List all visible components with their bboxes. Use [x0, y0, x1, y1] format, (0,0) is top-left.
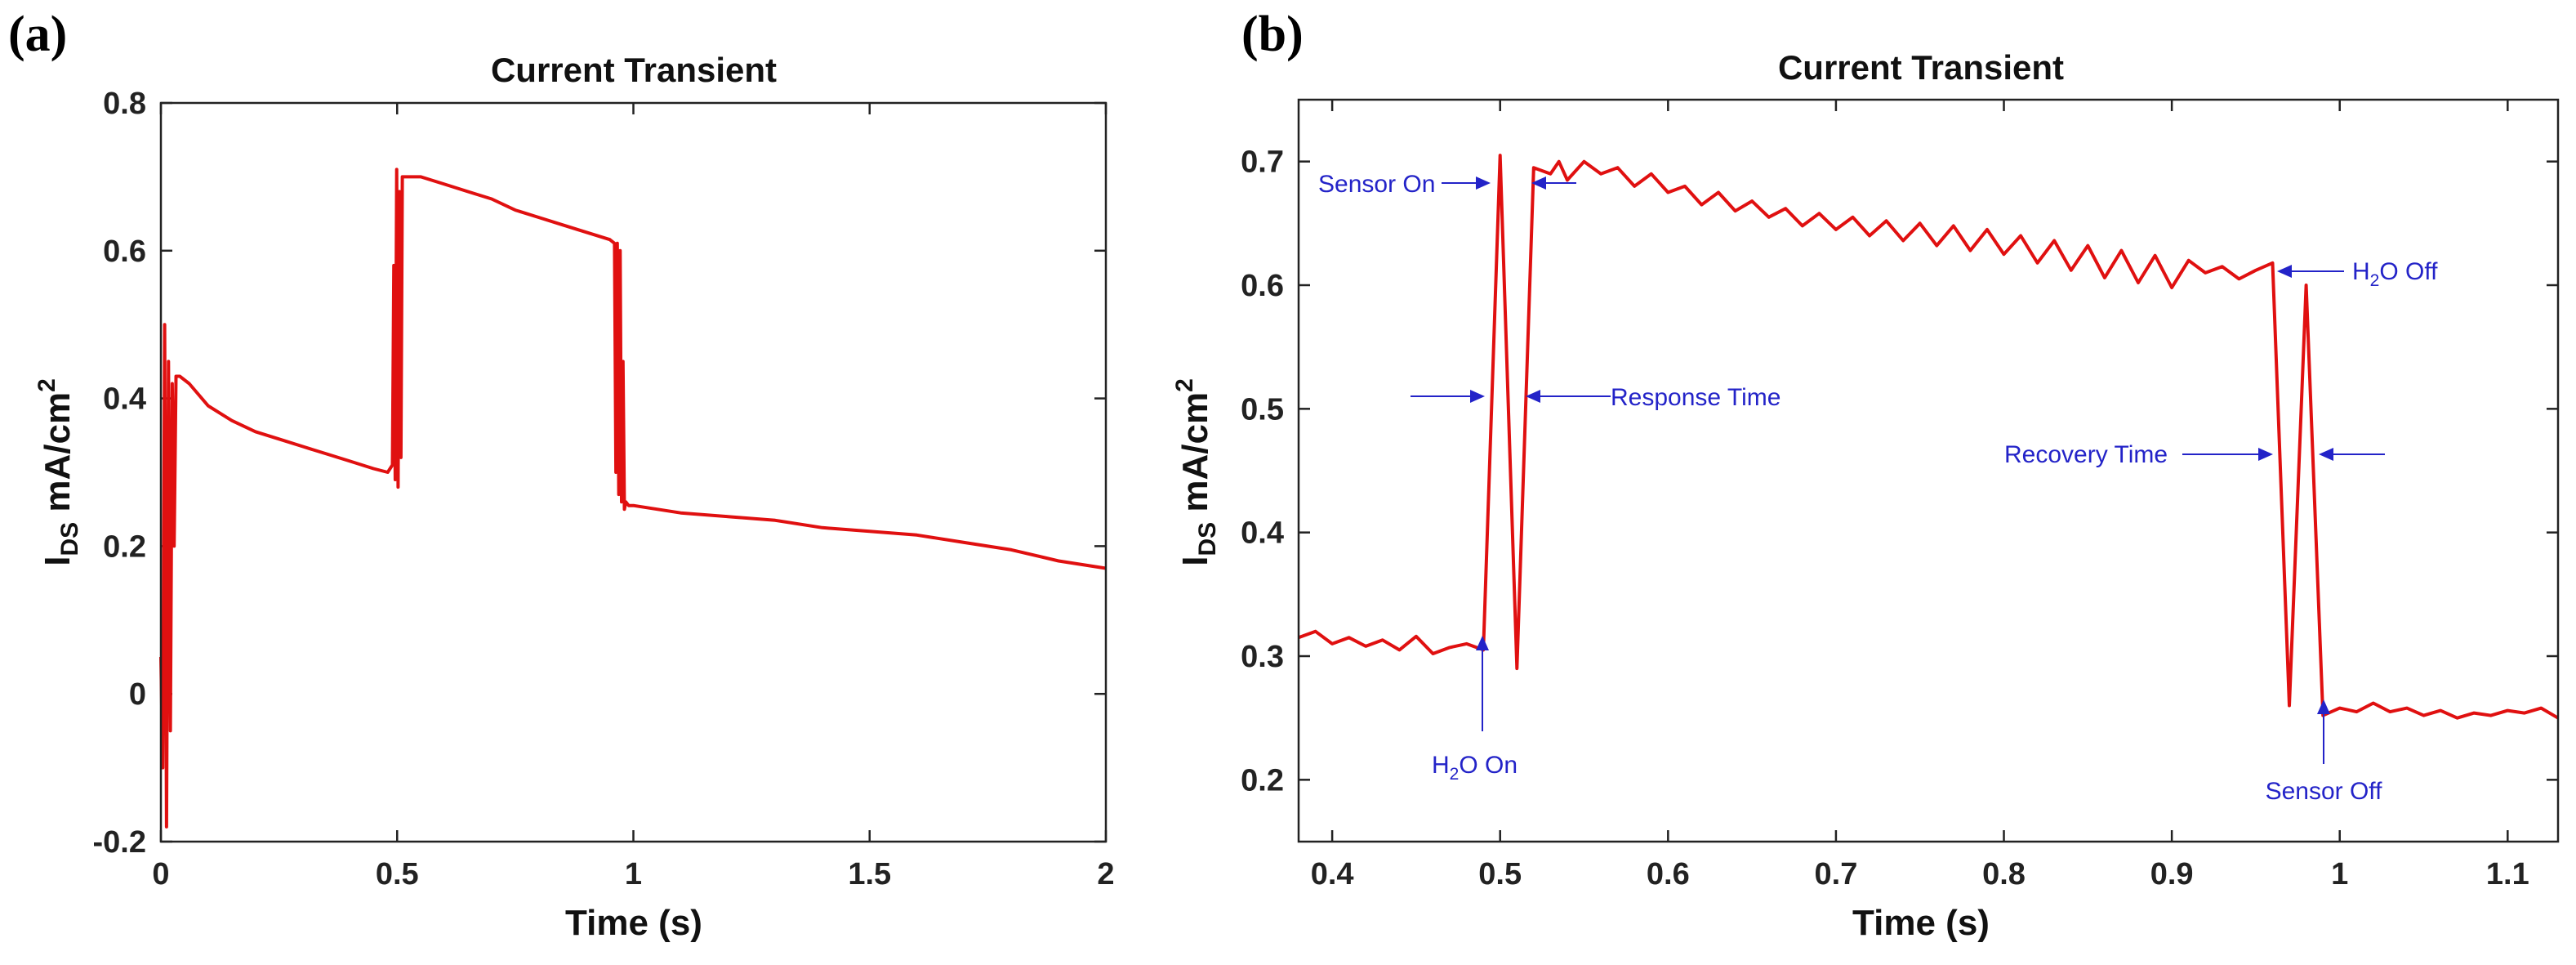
panel-a-axes-box: [159, 101, 1108, 843]
arrowhead-h2o-off: [2277, 265, 2292, 278]
panel-b-xtick-label: 1: [2331, 857, 2348, 891]
panel-b-tick-labels: 0.4 0.5 0.6 0.7 0.8 0.9 1 1.1 0.2 0.3 0.4 0.5 0.6 0.7: [1241, 145, 2529, 891]
annotation-h2o-off: H2O Off: [2352, 258, 2438, 290]
arrowhead-sensor-on-right: [1531, 176, 1546, 190]
annotation-h2o-off-main: H: [2352, 258, 2370, 285]
panel-b-letter: (b): [1241, 7, 1304, 62]
panel-a-ytick-label: 0: [129, 677, 146, 712]
annotation-response-time: Response Time: [1611, 384, 1780, 411]
annotation-h2o-on: H2O On: [1432, 752, 1518, 784]
arrowhead-response-right: [1526, 390, 1540, 403]
panel-b-xtick-label: 0.7: [1815, 857, 1858, 891]
panel-a-xlabel: Time (s): [565, 903, 702, 943]
panel-b: (b) Current Transient 0.4 0.5 0.6 0.7 0.8 0.9…: [1171, 7, 2560, 943]
panel-b-ylabel-sup: 2: [1171, 378, 1198, 392]
panel-b-xtick-label: 0.4: [1311, 857, 1354, 891]
panel-b-ytick-label: 0.6: [1241, 269, 1284, 303]
panel-a-ticks: [159, 101, 1108, 843]
panel-b-ylabel-main: I: [1175, 556, 1215, 566]
panel-b-series-line: [1298, 154, 2560, 720]
panel-a-xtick-label: 1.5: [848, 857, 891, 891]
annotation-h2o-on-rest: O On: [1459, 752, 1518, 779]
arrowhead-response-left: [1470, 390, 1485, 403]
panel-a-tick-labels: 0 0.5 1 1.5 2-0.200.20.40.60.8: [93, 87, 1115, 891]
panel-b-ytick-label: 0.2: [1241, 763, 1284, 797]
panel-b-ytick-label: 0.7: [1241, 145, 1284, 180]
panel-a-xtick-label: 0.5: [376, 857, 419, 891]
arrowhead-sensor-on-left: [1476, 176, 1491, 190]
arrowhead-sensor-off: [2317, 699, 2330, 714]
panel-a-ytick-label: 0.8: [103, 87, 146, 121]
panel-a: (a) Current Transient 0 0.5 1 1.5 2-0.200.20…: [8, 7, 1115, 943]
panel-a-ylabel: IDS mA/cm2: [33, 378, 83, 566]
annotation-h2o-off-rest: O Off: [2379, 258, 2438, 285]
panel-b-xtick-label: 1.1: [2486, 857, 2529, 891]
panel-b-ylabel-sub: DS: [1194, 522, 1221, 556]
panel-a-ytick-label: 0.4: [103, 382, 146, 417]
arrowhead-h2o-on: [1476, 636, 1489, 650]
panel-a-xtick-label: 0: [152, 857, 169, 891]
panel-a-ylabel-unit: mA/cm: [38, 392, 78, 522]
arrowhead-recovery-left: [2258, 448, 2273, 461]
panel-b-ytick-label: 0.4: [1241, 516, 1284, 551]
panel-a-letter: (a): [8, 7, 67, 62]
panel-a-ylabel-sup: 2: [33, 378, 60, 392]
panel-a-ylabel-main: I: [38, 556, 78, 566]
panel-a-series-line: [159, 168, 1107, 829]
annotation-recovery-time: Recovery Time: [2004, 441, 2168, 468]
arrowhead-recovery-right: [2319, 448, 2333, 461]
panel-b-ticks: [1299, 100, 2558, 842]
panel-b-ytick-label: 0.5: [1241, 392, 1284, 427]
panel-a-xtick-label: 1: [625, 857, 642, 891]
panel-a-ytick-label: -0.2: [93, 825, 146, 860]
panel-b-ylabel-unit: mA/cm: [1175, 392, 1215, 522]
panel-a-title: Current Transient: [491, 51, 777, 89]
annotation-h2o-on-sub: 2: [1450, 765, 1460, 784]
panel-b-xtick-label: 0.5: [1478, 857, 1522, 891]
annotation-h2o-off-sub: 2: [2370, 271, 2380, 290]
panel-a-ytick-label: 0.2: [103, 529, 146, 564]
panel-b-ytick-label: 0.3: [1241, 640, 1284, 674]
panel-b-xtick-label: 0.9: [2150, 857, 2194, 891]
panel-b-xtick-label: 0.8: [1982, 857, 2026, 891]
annotation-sensor-on: Sensor On: [1318, 171, 1435, 198]
annotations: Sensor On Response Time H2O On H2O Off R…: [1318, 171, 2438, 805]
annotation-h2o-on-main: H: [1432, 752, 1450, 779]
annotation-sensor-off: Sensor Off: [2266, 778, 2383, 805]
panel-b-axes-box: [1297, 98, 2560, 843]
panel-b-xtick-label: 0.6: [1647, 857, 1690, 891]
panel-a-ytick-label: 0.6: [103, 235, 146, 269]
panel-b-xlabel: Time (s): [1852, 903, 1990, 943]
panel-a-ylabel-sub: DS: [56, 522, 83, 556]
panel-b-title: Current Transient: [1778, 48, 2064, 87]
panel-b-ylabel: IDS mA/cm2: [1171, 378, 1221, 566]
panel-a-xtick-label: 2: [1097, 857, 1114, 891]
